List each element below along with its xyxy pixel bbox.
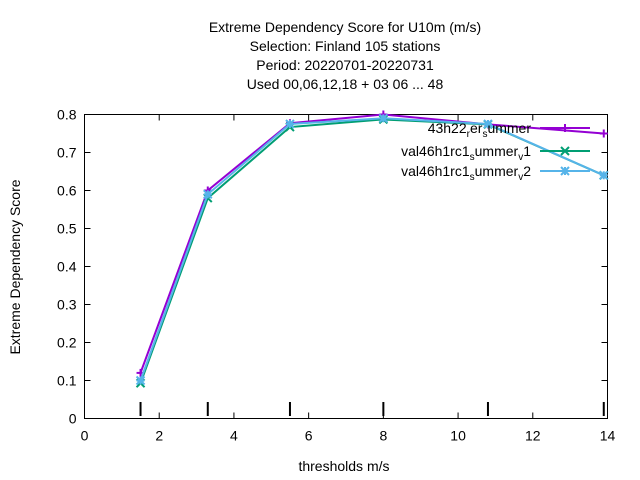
y-tick-label: 0.5 (57, 221, 77, 237)
plot-area-frame (84, 114, 608, 419)
title-line-3: Period: 20220701-20220731 (256, 57, 434, 73)
y-tick-label: 0.6 (57, 183, 77, 199)
legend: 43h22rersummer val46h1rc1summerv1val46h1r… (401, 120, 590, 183)
x-tick-label: 12 (525, 428, 541, 444)
series-layer (135, 110, 609, 388)
x-tick-label: 14 (600, 428, 616, 444)
y-tick-label: 0.8 (57, 107, 77, 123)
y-tick-label: 0.1 (57, 373, 77, 389)
legend-label: val46h1rc1summerv2 (401, 163, 531, 183)
x-tick-label: 8 (379, 428, 387, 444)
chart-title: Extreme Dependency Score for U10m (m/s) … (209, 19, 481, 92)
x-tick-label: 2 (155, 428, 163, 444)
y-tick-label: 0 (69, 411, 77, 427)
title-line-2: Selection: Finland 105 stations (250, 38, 441, 54)
legend-label: val46h1rc1summerv1 (401, 143, 531, 163)
title-line-4: Used 00,06,12,18 + 03 06 ... 48 (247, 76, 444, 92)
series-line (139, 117, 605, 381)
x-tick-label: 6 (305, 428, 313, 444)
data-point (560, 146, 570, 156)
series-line (139, 118, 605, 384)
data-point (203, 189, 213, 200)
threshold-marks (139, 402, 605, 416)
x-axis-label: thresholds m/s (298, 458, 389, 474)
data-point (285, 119, 295, 129)
series-group (135, 113, 609, 386)
y-axis: 0 0.1 0.2 0.3 0.4 0.5 0.6 0.7 0.8 (57, 107, 608, 427)
data-point (378, 113, 389, 124)
data-point (483, 119, 493, 129)
y-tick-label: 0.4 (57, 259, 77, 275)
title-line-1: Extreme Dependency Score for U10m (m/s) (209, 19, 481, 35)
series-group (135, 114, 609, 388)
x-tick-label: 0 (81, 428, 89, 444)
x-axis: 0 2 4 6 8 10 12 14 (81, 114, 616, 444)
y-tick-label: 0.3 (57, 297, 77, 313)
y-tick-label: 0.7 (57, 145, 77, 161)
series-line (139, 113, 604, 374)
legend-label: 43h22rersummer (428, 120, 532, 140)
data-point (135, 375, 146, 386)
x-tick-label: 10 (450, 428, 466, 444)
data-point (599, 170, 609, 181)
series-group (136, 110, 608, 377)
y-axis-label: Extreme Dependency Score (7, 179, 23, 354)
y-tick-label: 0.2 (57, 335, 77, 351)
x-tick-label: 4 (230, 428, 238, 444)
data-point (560, 166, 570, 176)
